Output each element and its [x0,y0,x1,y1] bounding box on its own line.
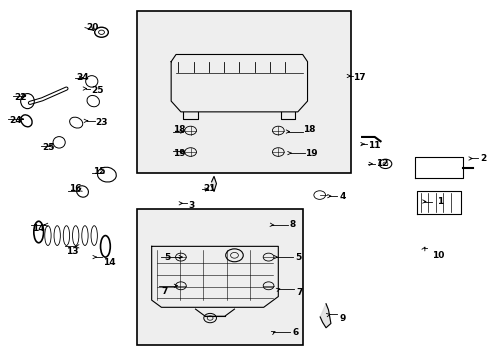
Text: 5: 5 [295,253,301,262]
Text: 15: 15 [93,167,105,176]
Text: 23: 23 [96,118,108,127]
Text: 16: 16 [69,184,81,193]
Polygon shape [320,304,330,328]
Text: 22: 22 [14,93,27,102]
Text: 25: 25 [91,86,103,95]
Text: 11: 11 [367,141,380,150]
Text: 9: 9 [339,314,345,323]
Text: 19: 19 [305,149,317,158]
Text: 4: 4 [339,192,345,201]
Text: 19: 19 [172,149,185,158]
Text: 7: 7 [161,287,167,296]
Bar [137,209,302,345]
Text: 17: 17 [352,73,365,82]
Text: 18: 18 [302,125,315,134]
Text: 21: 21 [203,184,215,193]
Text: 10: 10 [431,251,443,260]
Text: 14: 14 [103,258,115,267]
Bar [137,12,351,173]
Text: 2: 2 [479,154,486,163]
Text: 18: 18 [172,125,185,134]
Text: 12: 12 [375,159,387,168]
Text: 8: 8 [289,220,296,229]
Text: 24: 24 [76,73,89,82]
Text: 14: 14 [32,224,45,233]
Text: 20: 20 [86,23,98,32]
Text: 5: 5 [163,253,170,262]
Text: 7: 7 [296,288,302,297]
Text: 13: 13 [66,247,79,256]
Text: 25: 25 [42,143,55,152]
Text: 1: 1 [436,197,442,206]
Text: 24: 24 [9,116,22,125]
Text: 3: 3 [188,201,194,210]
Polygon shape [211,176,216,192]
Text: 6: 6 [292,328,299,337]
